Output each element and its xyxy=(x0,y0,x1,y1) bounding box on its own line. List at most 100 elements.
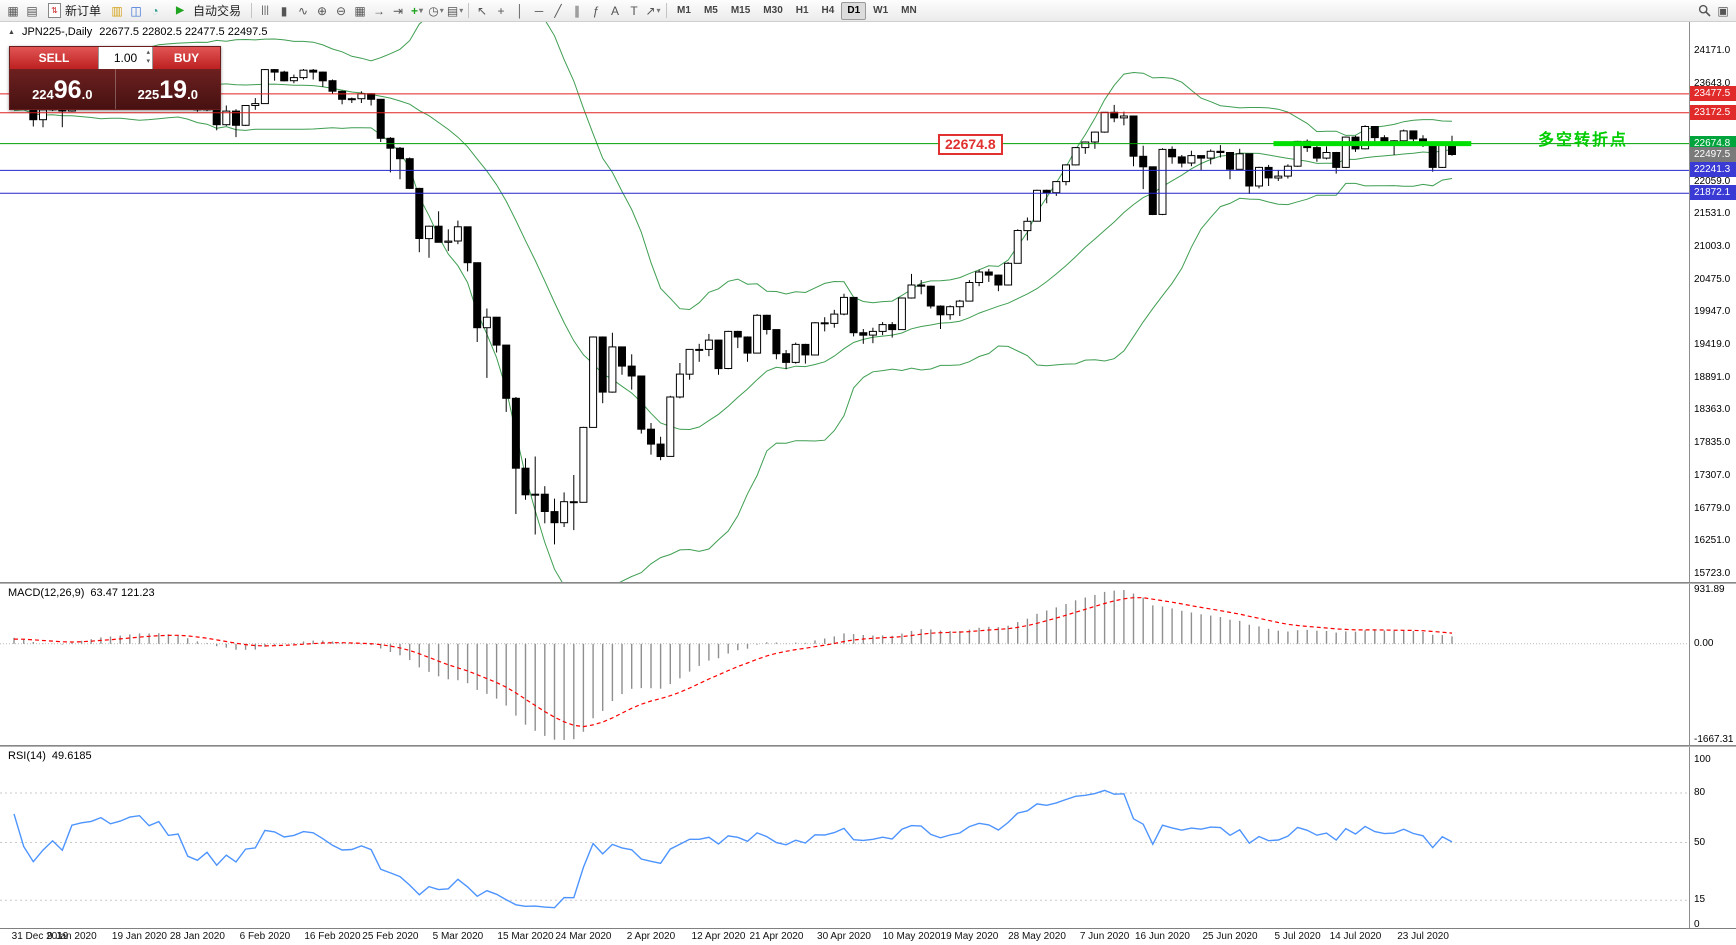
date-tick: 15 Mar 2020 xyxy=(497,931,554,942)
rsi-chart xyxy=(0,747,1690,928)
spin-up-icon[interactable]: ▴ xyxy=(146,49,150,56)
price-divider xyxy=(114,69,116,109)
search-icon[interactable] xyxy=(1695,2,1713,20)
navigator-icon[interactable]: ◔ xyxy=(151,3,159,18)
profiles-icon[interactable]: ▤ xyxy=(26,3,38,18)
trendline-icon[interactable]: ╱ xyxy=(554,3,562,18)
bar-chart-icon[interactable]: ||| xyxy=(261,5,269,16)
timeframe-m15[interactable]: M15 xyxy=(730,4,751,16)
bollinger-upper-band xyxy=(13,22,1453,311)
date-tick: 2 Apr 2020 xyxy=(626,931,676,942)
autotrade-play-icon: ▶ xyxy=(176,5,184,16)
sell-price-part: .0 xyxy=(81,87,93,102)
auto-trading-button[interactable]: ▶ 自动交易 xyxy=(165,2,247,20)
periods-icon[interactable]: ◷ ▾ xyxy=(428,3,444,18)
rsi-line xyxy=(13,789,1453,909)
horizontal-line-icon[interactable]: ─ xyxy=(534,3,544,18)
buy-price-part: 225 xyxy=(137,87,160,102)
volume-input[interactable]: 1.00 ▴ ▾ xyxy=(98,47,153,69)
date-tick: 31 Dec 2019 xyxy=(11,931,69,942)
macd-values: 63.47 121.23 xyxy=(90,587,155,599)
timeframe-m1[interactable]: M1 xyxy=(677,4,691,16)
ohlc-values: 22677.5 22802.5 22477.5 22497.5 xyxy=(99,26,268,38)
label-tool-icon[interactable]: T xyxy=(630,3,638,18)
auto-scroll-icon[interactable]: → xyxy=(373,3,386,18)
data-window-icon[interactable]: ◫ xyxy=(130,3,142,18)
price-badge: 23172.5 xyxy=(1690,104,1736,120)
price-badge: 22241.3 xyxy=(1690,162,1736,178)
crosshair-icon[interactable]: + xyxy=(497,3,505,18)
timeframe-m30[interactable]: M30 xyxy=(763,4,783,16)
market-watch-icon[interactable]: ▥ xyxy=(111,3,123,18)
date-tick: 25 Feb 2020 xyxy=(362,931,419,942)
chart-shift-icon[interactable]: ⇥ xyxy=(393,3,404,18)
line-chart-icon[interactable]: ∿ xyxy=(298,3,309,18)
candlestick-chart-icon[interactable]: ▮ xyxy=(280,3,288,18)
buy-button[interactable]: BUY xyxy=(153,47,220,69)
timeframe-d1[interactable]: D1 xyxy=(841,1,867,20)
volume-spinner[interactable]: ▴ ▾ xyxy=(146,48,150,66)
macd-indicator-label: MACD(12,26,9) 63.47 121.23 xyxy=(8,587,155,599)
macd-chart xyxy=(0,584,1690,745)
rsi-axis[interactable]: 100 80 50 15 0 xyxy=(1694,754,1711,930)
date-tick: 7 Jun 2020 xyxy=(1079,931,1130,942)
timeframe-m5[interactable]: M5 xyxy=(703,4,718,16)
date-tick: 24 Mar 2020 xyxy=(555,931,612,942)
buy-price[interactable]: 225 19.0 xyxy=(116,69,221,109)
date-tick: 5 Jul 2020 xyxy=(1274,931,1321,942)
templates-icon[interactable]: ▤ ▾ xyxy=(446,3,464,18)
chart-annotation[interactable]: 多空转折点 xyxy=(1538,132,1629,149)
panel-splitter[interactable] xyxy=(0,745,1736,747)
add-indicator-icon[interactable]: + ▾ xyxy=(411,3,424,18)
price-callout[interactable]: 22674.8 xyxy=(938,133,1003,155)
macd-axis[interactable]: 931.89 0.00 -1667.31 xyxy=(1694,584,1734,745)
dropdown-icon: ▾ xyxy=(459,6,464,15)
date-tick: 21 Apr 2020 xyxy=(749,931,804,942)
price-axis[interactable]: 24171.0 23643.0 22059.0 21531.0 21003.0 20475… xyxy=(1690,22,1736,582)
rsi-value: 49.6185 xyxy=(51,750,92,762)
new-chart-icon[interactable]: ▦ xyxy=(7,3,19,18)
fibonacci-icon[interactable]: ƒ xyxy=(592,3,600,18)
collapse-panel-icon[interactable]: ▲ xyxy=(8,28,15,36)
chart-header: ▲ JPN225-,Daily 22677.5 22802.5 22477.5 … xyxy=(8,26,267,38)
new-order-button[interactable]: ⇅ 新订单 xyxy=(42,2,107,20)
zoom-in-icon[interactable]: ⊕ xyxy=(317,3,328,18)
price-chart xyxy=(0,22,1690,582)
cursor-icon[interactable]: ↖ xyxy=(477,3,488,18)
sell-price[interactable]: 224 96.0 xyxy=(10,69,115,109)
macd-histogram xyxy=(13,590,1453,740)
timeframe-h4[interactable]: H4 xyxy=(821,4,835,16)
time-axis[interactable]: 31 Dec 2019 9 Jan 2020 19 Jan 2020 28 Jan 2… xyxy=(0,928,1736,945)
sell-price-part: 96 xyxy=(53,76,82,104)
date-tick: 30 Apr 2020 xyxy=(817,931,871,942)
spin-down-icon[interactable]: ▾ xyxy=(146,58,150,65)
dropdown-icon: ▾ xyxy=(439,6,444,15)
vertical-line-icon[interactable]: │ xyxy=(516,3,524,18)
text-tool-icon[interactable]: A xyxy=(611,3,620,18)
rsi-indicator-label: RSI(14) 49.6185 xyxy=(8,750,92,762)
toolbar-separator xyxy=(251,3,253,18)
windows-icon[interactable]: ▣ xyxy=(1717,3,1729,18)
toolbar: ▦ ▤ ⇅ 新订单 ▥ ◫ ◔ ▶ 自动交易 ||| ▮ ∿ ⊕ ⊖ ▦ → ⇥… xyxy=(0,0,1736,22)
date-tick: 19 Jan 2020 xyxy=(111,931,167,942)
date-tick: 14 Jul 2020 xyxy=(1329,931,1382,942)
channel-icon[interactable]: ∥ xyxy=(574,3,581,18)
arrows-tool-icon[interactable]: ↗ ▾ xyxy=(645,3,661,18)
date-tick: 16 Jun 2020 xyxy=(1134,931,1190,942)
timeframe-mn[interactable]: MN xyxy=(901,4,917,16)
timeframe-h1[interactable]: H1 xyxy=(795,4,809,16)
date-tick: 12 Apr 2020 xyxy=(691,931,746,942)
timeframe-w1[interactable]: W1 xyxy=(873,4,889,16)
panel-splitter[interactable] xyxy=(0,582,1736,584)
sell-button[interactable]: SELL xyxy=(10,47,98,69)
volume-value: 1.00 xyxy=(113,51,138,65)
date-tick: 28 May 2020 xyxy=(1008,931,1066,942)
date-tick: 9 Jan 2020 xyxy=(47,931,97,942)
zoom-out-icon[interactable]: ⊖ xyxy=(336,3,347,18)
tile-windows-icon[interactable]: ▦ xyxy=(354,3,366,18)
order-doc-icon: ⇅ xyxy=(48,3,61,18)
sell-price-part: 224 xyxy=(32,87,54,102)
dropdown-icon: ▾ xyxy=(419,6,424,15)
buy-price-part: .0 xyxy=(187,87,198,102)
date-tick: 25 Jun 2020 xyxy=(1202,931,1258,942)
